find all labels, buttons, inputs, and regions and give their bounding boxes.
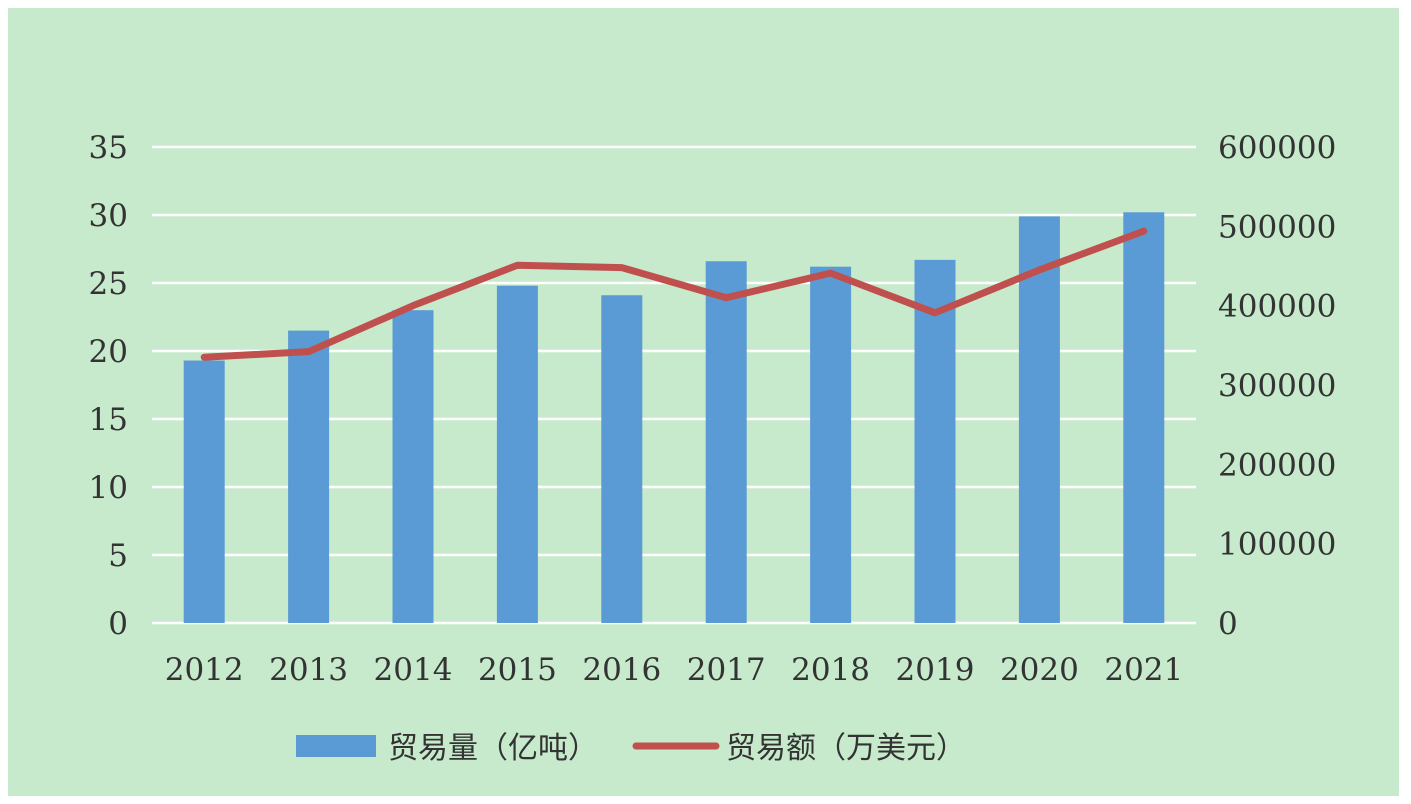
y-right-tick-label: 300000 [1218,368,1336,404]
y-left-tick-label: 0 [108,606,128,642]
x-tick-label: 2019 [896,652,975,688]
bar-2017 [705,261,747,623]
x-tick-label: 2016 [582,652,661,688]
legend-swatch-bar [296,735,376,757]
trade-value-line [200,227,1148,361]
y-left-tick-label: 25 [89,266,128,302]
y-left-tick-label: 15 [89,402,128,438]
x-axis: 2012 2013 2014 2015 2016 2017 2018 2019 2020 2021 [165,652,1184,688]
bar-2012 [183,360,225,623]
y-left-tick-label: 5 [108,538,128,574]
y-right-tick-label: 600000 [1218,130,1336,166]
chart-area: 0 5 10 15 20 25 30 35 0 100000 200000 300000 400000… [8,8,1399,796]
bar-2016 [601,295,643,623]
bar-2020 [1018,216,1060,624]
y-right-tick-label: 500000 [1218,209,1336,245]
y-right-tick-label: 100000 [1218,527,1336,563]
x-tick-label: 2020 [1000,652,1079,688]
x-tick-label: 2013 [269,652,348,688]
line-series [200,227,1148,361]
y-right-tick-label: 400000 [1218,289,1336,325]
bar-series [183,212,1165,624]
bar-2018 [810,266,852,623]
y-left-tick-label: 35 [89,130,128,166]
y-left-tick-label: 10 [89,470,128,506]
x-tick-label: 2012 [165,652,244,688]
x-tick-label: 2017 [687,652,766,688]
bar-2013 [288,330,330,623]
y-axis-left: 0 5 10 15 20 25 30 35 [89,130,128,642]
y-left-tick-label: 30 [89,198,128,234]
legend: 贸易量（亿吨） 贸易额（万美元） [296,731,966,766]
legend-label-bar: 贸易量（亿吨） [388,731,598,766]
x-tick-label: 2021 [1104,652,1183,688]
bar-2019 [914,259,956,623]
y-right-tick-label: 0 [1218,606,1238,642]
bar-2014 [392,310,434,623]
bar-2015 [496,285,538,623]
y-axis-right: 0 100000 200000 300000 400000 500000 600000 [1218,130,1336,642]
y-left-tick-label: 20 [89,334,128,370]
y-right-tick-label: 200000 [1218,447,1336,483]
x-tick-label: 2018 [791,652,870,688]
x-tick-label: 2014 [374,652,453,688]
bar-2021 [1123,212,1165,623]
legend-label-line: 贸易额（万美元） [726,731,966,766]
x-tick-label: 2015 [478,652,557,688]
combo-chart: 0 5 10 15 20 25 30 35 0 100000 200000 300000 400000… [89,130,1337,766]
